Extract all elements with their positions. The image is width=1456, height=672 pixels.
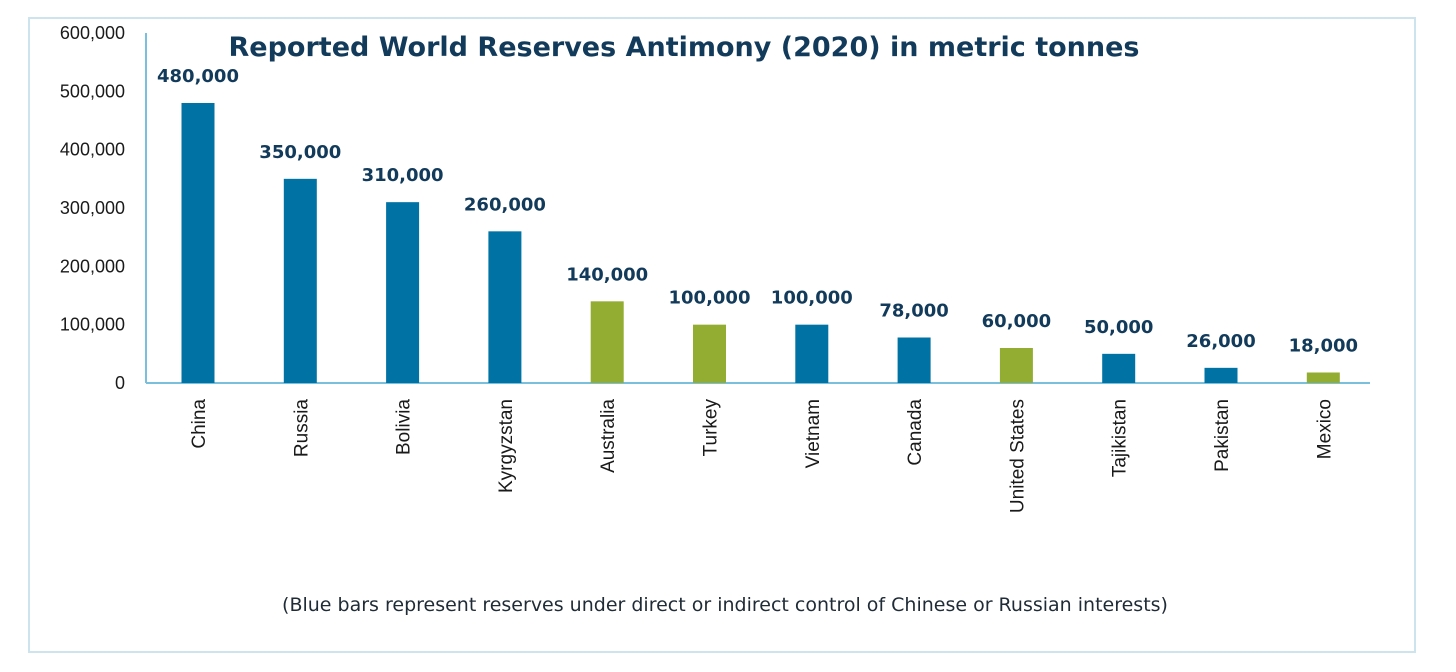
bar-canada <box>897 337 931 383</box>
data-label: 78,000 <box>879 301 948 322</box>
category-label: United States <box>1007 399 1028 513</box>
y-tick-label: 600,000 <box>60 23 125 43</box>
y-tick-label: 100,000 <box>60 315 125 335</box>
y-tick-label: 0 <box>115 373 125 393</box>
category-label: Pakistan <box>1212 399 1233 472</box>
data-label: 60,000 <box>982 311 1051 332</box>
y-tick-label: 300,000 <box>60 198 125 218</box>
data-label: 480,000 <box>157 66 239 87</box>
bar-china <box>181 103 215 383</box>
chart-footnote: (Blue bars represent reserves under dire… <box>282 594 1168 616</box>
bar-tajikistan <box>1102 353 1136 383</box>
category-label: China <box>189 399 210 449</box>
bar-australia <box>590 301 624 383</box>
data-label: 50,000 <box>1084 317 1153 338</box>
bar-pakistan <box>1204 367 1238 383</box>
y-tick-label: 500,000 <box>60 81 125 101</box>
bar-bolivia <box>386 202 420 383</box>
data-label: 350,000 <box>259 142 341 163</box>
category-label: Bolivia <box>394 399 415 455</box>
data-label: 26,000 <box>1186 331 1255 352</box>
data-label: 260,000 <box>464 194 546 215</box>
bar-russia <box>283 178 317 383</box>
bars <box>181 103 1340 383</box>
category-label: Turkey <box>701 399 722 457</box>
bar-turkey <box>693 324 726 383</box>
y-tick-label: 200,000 <box>60 256 125 276</box>
bar-united-states <box>999 348 1033 383</box>
chart-title: Reported World Reserves Antimony (2020) … <box>229 32 1140 63</box>
category-label: Canada <box>905 399 926 466</box>
category-label: Mexico <box>1314 399 1335 459</box>
data-label: 100,000 <box>771 288 853 309</box>
category-label: Vietnam <box>803 399 824 468</box>
category-label: Tajikistan <box>1110 399 1131 477</box>
data-label: 100,000 <box>669 288 751 309</box>
data-label: 18,000 <box>1289 336 1358 357</box>
bar-vietnam <box>795 324 829 383</box>
category-label: Australia <box>598 399 619 473</box>
data-label: 310,000 <box>362 165 444 186</box>
category-label: Russia <box>291 399 312 458</box>
y-tick-label: 400,000 <box>60 140 125 160</box>
data-label: 140,000 <box>566 264 648 285</box>
category-labels: China Russia Bolivia Kyrgyzstan Australia Tur… <box>189 399 1335 514</box>
category-label: Kyrgyzstan <box>496 399 517 493</box>
y-axis-tick-labels: 0 100,000 200,000 300,000 400,000 500,000 600,… <box>60 23 125 393</box>
bar-mexico <box>1306 372 1340 383</box>
bar-kyrgyzstan <box>488 231 522 383</box>
data-labels: 480,000 350,000 310,000 260,000 140,000 100,0… <box>157 66 1358 357</box>
